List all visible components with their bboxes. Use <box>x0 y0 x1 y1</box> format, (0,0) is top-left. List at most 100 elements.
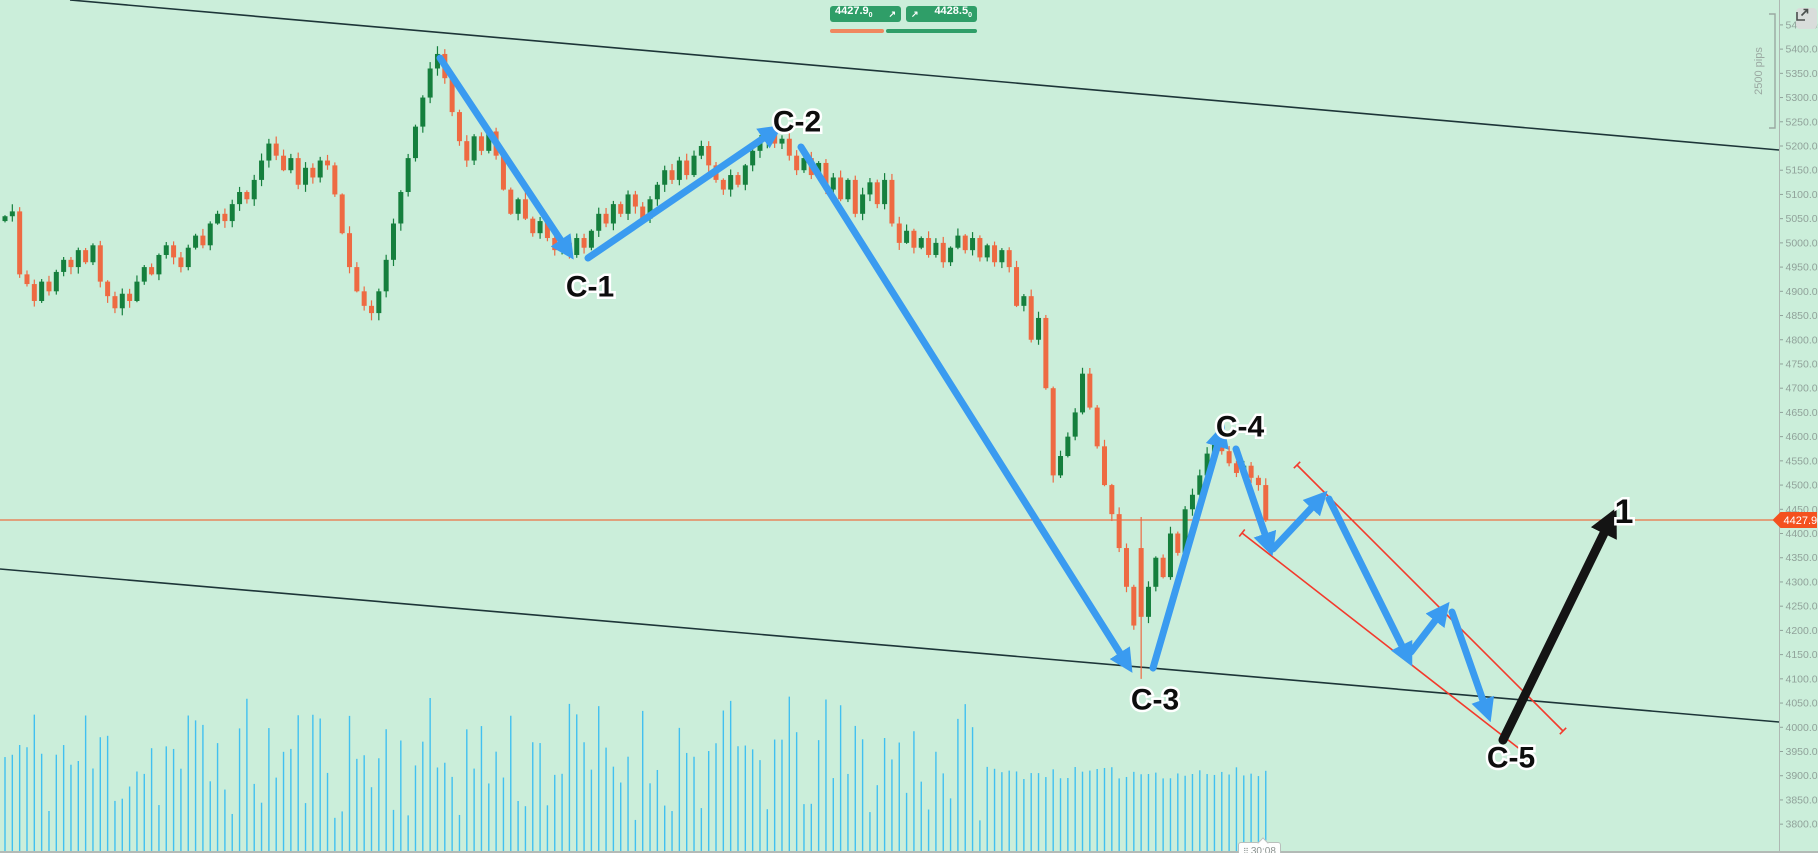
wave-label-c2[interactable]: C-2 <box>770 103 823 141</box>
wave-label-c3[interactable]: C-3 <box>1128 681 1181 719</box>
expand-button[interactable] <box>1796 8 1817 29</box>
candle-body <box>156 254 162 275</box>
candle-body <box>1153 557 1159 587</box>
wave-arrow-5[interactable] <box>1232 445 1277 557</box>
trendline-upper[interactable] <box>69 0 1780 151</box>
candle-body <box>992 245 998 263</box>
axis-label: 4950.00 <box>1786 262 1818 275</box>
candle-body <box>852 179 858 214</box>
axis-label: 5300.00 <box>1786 92 1818 105</box>
candle-body <box>786 138 792 156</box>
axis-label: 3850.00 <box>1786 794 1818 807</box>
candle-body <box>1233 463 1239 473</box>
wave-arrows[interactable] <box>436 54 1617 745</box>
candle-body <box>1226 451 1232 464</box>
candle-body <box>237 192 243 205</box>
candle-body <box>838 177 844 200</box>
candle-body <box>1065 436 1071 457</box>
axis-label: 4600.00 <box>1786 431 1818 444</box>
trendline-lower[interactable] <box>0 568 1780 723</box>
pip-range-label: 2500 pips <box>1753 47 1765 95</box>
candle-body <box>999 250 1005 263</box>
candle-body <box>691 155 697 176</box>
candle-body <box>464 141 470 161</box>
candle-body <box>845 179 851 200</box>
candle-body <box>134 281 140 302</box>
candle-body <box>750 150 756 166</box>
wave-arrow-1[interactable] <box>436 54 574 260</box>
candle-body <box>1131 586 1137 626</box>
wave-arrow-6[interactable] <box>1269 490 1328 553</box>
sell-button[interactable]: 4427.90 ↗ <box>830 5 901 22</box>
wave-label-c4[interactable]: C-4 <box>1213 408 1267 446</box>
candle-body <box>9 211 15 217</box>
axis-label: 4750.00 <box>1786 358 1818 371</box>
buy-price: 4428.50 <box>934 5 972 20</box>
candle-body <box>1043 317 1049 389</box>
candle-body <box>222 213 228 222</box>
candle-body <box>281 155 287 171</box>
candle-body <box>105 281 111 297</box>
grip-icon: ⠿ <box>1243 846 1249 853</box>
candle-body <box>112 296 118 309</box>
candle-body <box>1080 373 1086 413</box>
candle-body <box>801 158 807 171</box>
candle-body <box>1263 485 1269 520</box>
projection-arrow[interactable] <box>1498 507 1617 745</box>
candle-body <box>141 267 147 282</box>
candle-body <box>178 257 184 268</box>
countdown-bubble[interactable]: ⠿ 30:08 <box>1238 842 1281 853</box>
candle-body <box>215 213 221 224</box>
candle-body <box>207 223 213 246</box>
buy-button[interactable]: ↗ 4428.50 <box>906 5 977 22</box>
candle-body <box>581 238 587 248</box>
candle-body <box>127 293 133 302</box>
candle-body <box>83 250 89 263</box>
wave-arrow-2[interactable] <box>584 125 783 262</box>
candle-body <box>874 182 880 205</box>
axis-label: 3950.00 <box>1786 746 1818 759</box>
axis-label: 4050.00 <box>1786 698 1818 711</box>
candle-body <box>332 165 338 195</box>
wave-label-c5[interactable]: C-5 <box>1484 739 1537 777</box>
candle-body <box>163 245 169 255</box>
axis-label: 3800.00 <box>1786 819 1818 832</box>
axis-label: 5150.00 <box>1786 165 1818 178</box>
candle-body <box>97 245 103 282</box>
candle-body <box>962 235 968 251</box>
candle-body <box>456 112 462 142</box>
candle-body <box>1175 533 1181 553</box>
candle-body <box>1028 296 1034 340</box>
candle-body <box>259 160 265 180</box>
candle-body <box>977 238 983 258</box>
candle-body <box>515 199 521 214</box>
wave-arrow-3[interactable] <box>797 143 1133 673</box>
candle-body <box>625 194 631 214</box>
candle-body <box>2 216 8 222</box>
candle-body <box>933 242 939 255</box>
trendlines[interactable] <box>0 0 1780 723</box>
candle-body <box>662 170 668 185</box>
wave-arrow-8[interactable] <box>1407 601 1450 656</box>
wave-arrow-7[interactable] <box>1325 495 1413 667</box>
axis-label: 4300.00 <box>1786 576 1818 589</box>
time-axis-strip[interactable] <box>0 851 1818 853</box>
candle-body <box>918 238 924 248</box>
wave-labels[interactable]: C-1 C-2 C-3 C-4 C-5 1 <box>563 103 1636 777</box>
wave-label-c1[interactable]: C-1 <box>563 268 616 306</box>
candle-body <box>1204 453 1210 476</box>
candle-body <box>17 211 23 275</box>
candle-body <box>420 97 426 127</box>
candle-body <box>779 138 785 144</box>
wave-arrow-9[interactable] <box>1448 608 1494 723</box>
trend-up-icon: ↗ <box>888 9 896 19</box>
candle-body <box>1123 548 1129 587</box>
candle-body <box>610 204 616 224</box>
wave-label-1[interactable]: 1 <box>1612 491 1636 534</box>
candle-body <box>1006 250 1012 268</box>
wave-arrow-4[interactable] <box>1149 423 1229 672</box>
candle-body <box>398 192 404 224</box>
candle-body <box>867 182 873 195</box>
channel-line-lower[interactable] <box>1238 528 1534 762</box>
